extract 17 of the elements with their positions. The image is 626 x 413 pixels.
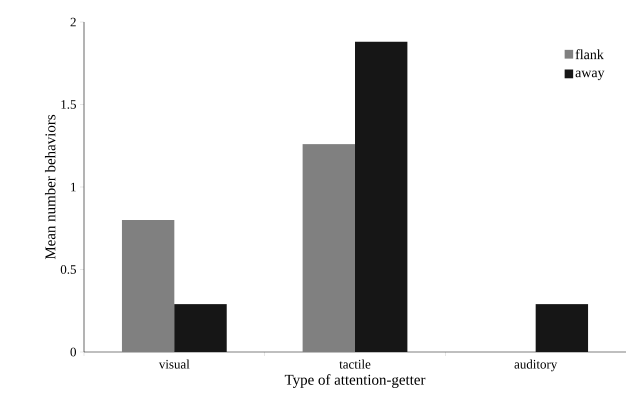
bar [355,42,408,352]
bar [122,220,174,352]
y-tick-label: 1.5 [61,100,76,109]
x-tick-label: tactile [339,360,370,369]
legend-label: flank [576,49,604,60]
legend-label: away [576,70,605,80]
y-tick-label: 0 [70,348,76,356]
x-tick-label: auditory [514,360,558,372]
x-tick-label: visual [158,360,190,369]
y-tick-label: 0.5 [60,265,76,274]
bar [536,304,588,352]
y-axis-title: Mean number behaviors [44,114,56,260]
y-tick-label: 2 [70,18,76,26]
bar [302,144,355,352]
x-axis-title: Type of attention-getter [284,374,426,388]
bar [174,304,227,352]
y-tick-label: 1 [71,182,76,192]
